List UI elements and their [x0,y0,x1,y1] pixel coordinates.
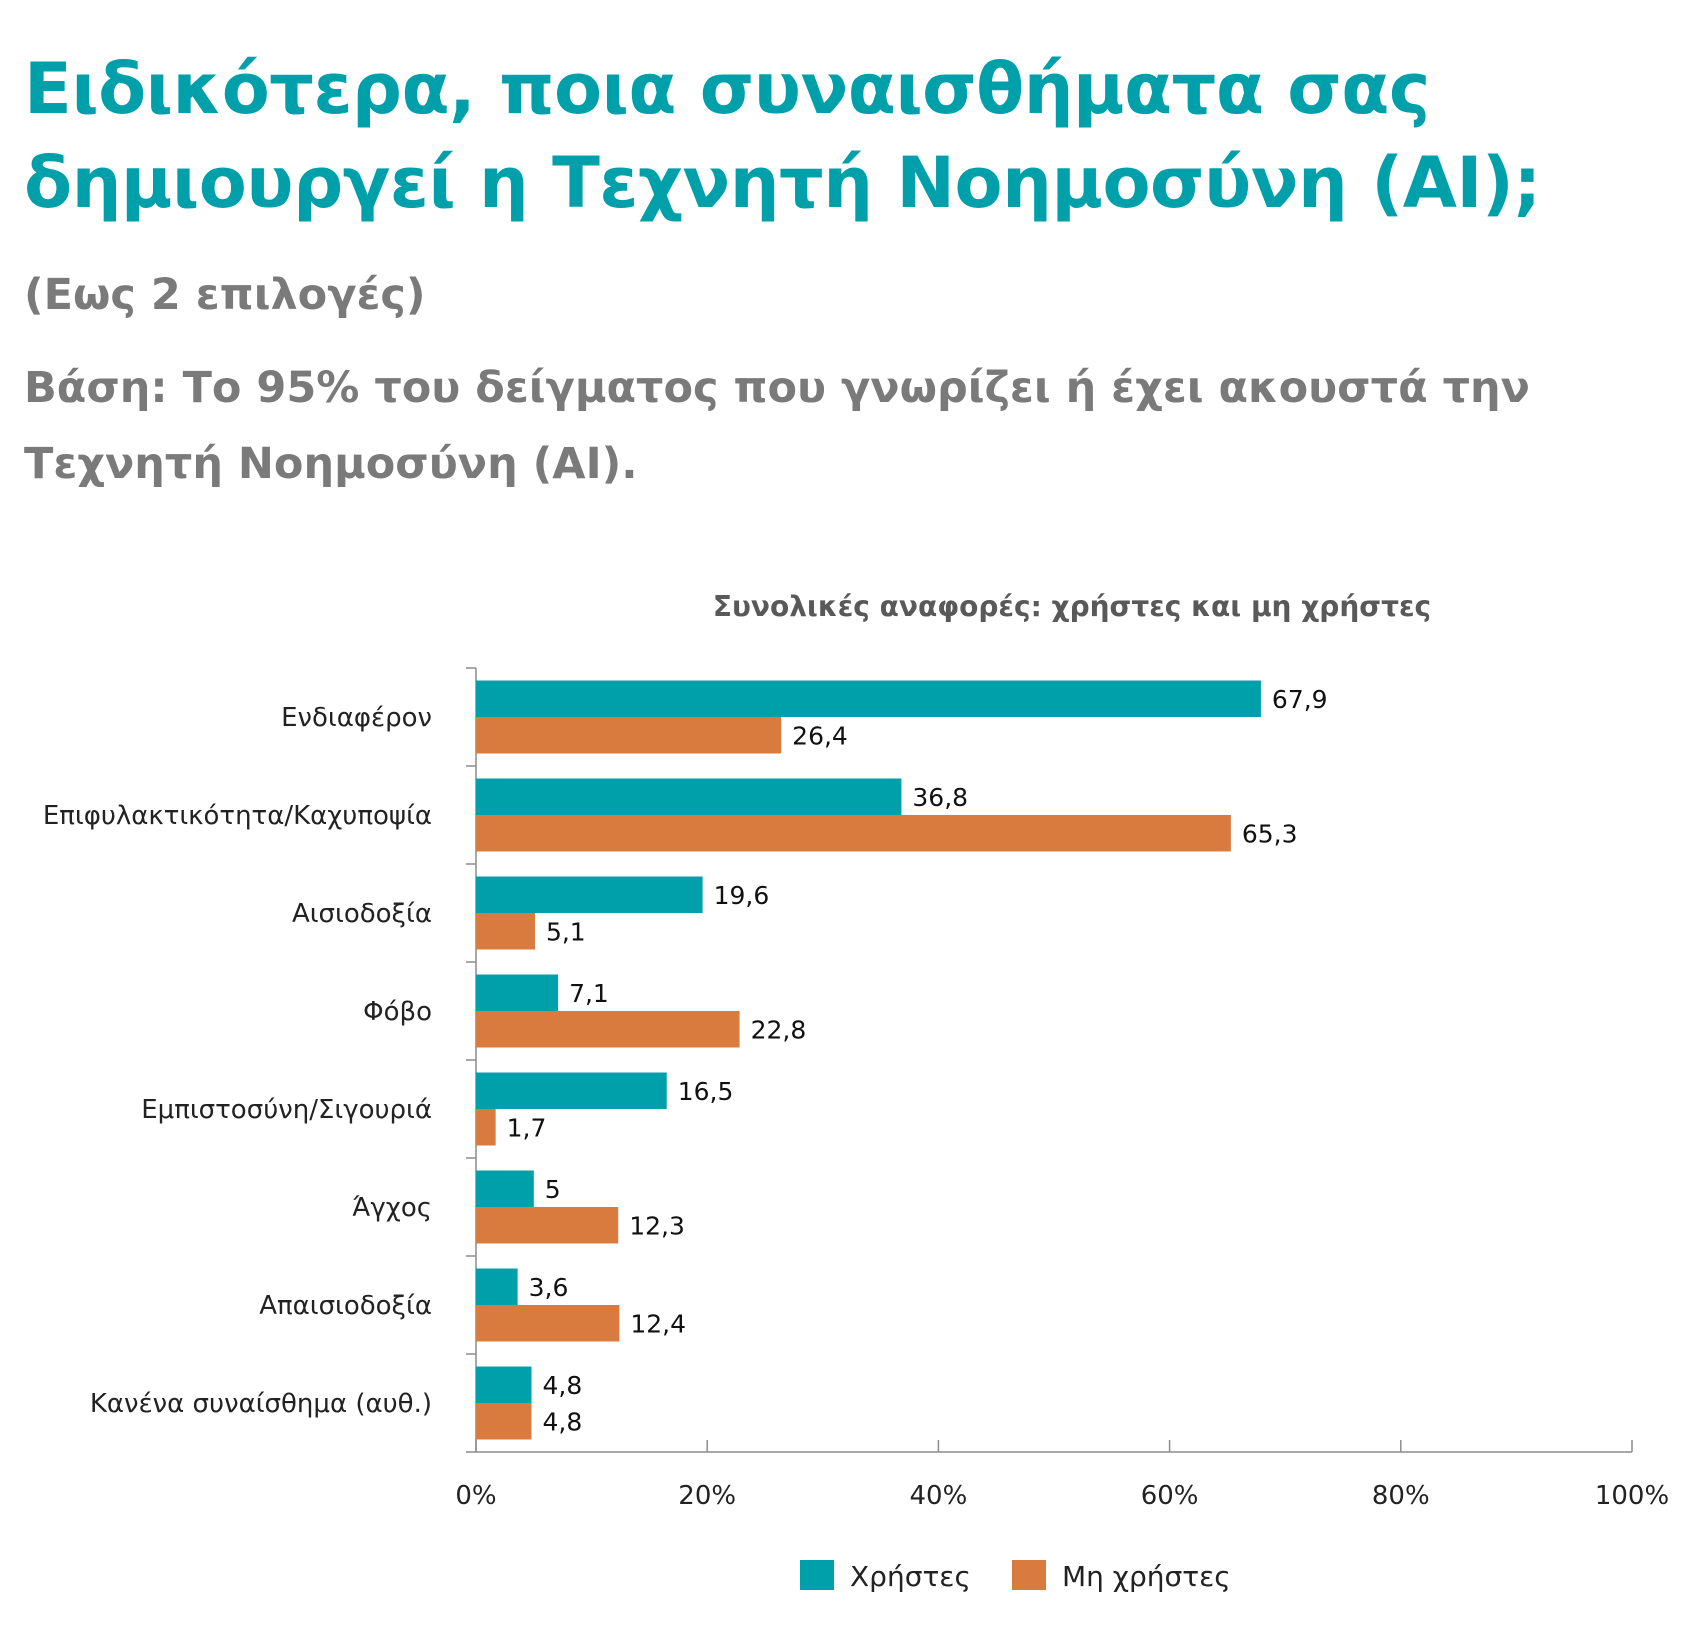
x-tick-label: 40% [910,1481,968,1511]
legend-swatch [800,1560,834,1590]
data-label: 4,8 [542,1371,582,1400]
bar [476,778,902,815]
category-label: Απαισιοδοξία [259,1291,432,1321]
x-tick-label: 0% [455,1481,496,1511]
category-label: Άγχος [352,1193,432,1223]
bar [476,1109,496,1146]
x-tick-label: 100% [1595,1481,1669,1511]
data-label: 67,9 [1272,685,1328,714]
category-label: Αισιοδοξία [292,899,432,929]
data-label: 26,4 [792,721,848,750]
value-labels: 67,9 26,4 36,8 65,3 19,6 5,1 7,1 22,8 16,5 1,7 5 12… [507,685,1328,1437]
bar [476,717,782,754]
page-subtitle: (Εως 2 επιλογές) [24,270,426,320]
chart-title: Συνολικές αναφορές: χρήστες και μη χρήστ… [713,590,1431,623]
bar [476,1403,532,1440]
category-label: Ενδιαφέρον [281,703,432,733]
data-label: 5 [545,1175,561,1204]
data-label: 16,5 [678,1077,734,1106]
chart-bars [476,680,1261,1440]
chart-legend: Χρήστες Μη χρήστες [800,1560,1231,1593]
x-tick-labels: 0% 20% 40% 60% 80% 100% [455,1481,1669,1511]
x-tick-label: 80% [1372,1481,1430,1511]
bar [476,1207,619,1244]
category-label: Φόβο [363,997,432,1027]
data-label: 12,3 [629,1211,685,1240]
bar [476,1072,667,1109]
data-label: 22,8 [751,1015,807,1044]
bar [476,876,703,913]
category-label: Κανένα συναίσθημα (αυθ.) [90,1389,432,1419]
bar [476,1305,620,1342]
bar [476,1268,518,1305]
data-label: 1,7 [507,1113,547,1142]
data-label: 19,6 [714,881,770,910]
bar [476,913,535,950]
bar [476,815,1231,852]
bar [476,680,1261,717]
data-label: 65,3 [1242,819,1298,848]
x-tick-label: 60% [1141,1481,1199,1511]
legend-swatch [1012,1560,1046,1590]
data-label: 7,1 [569,979,609,1008]
base-note: Βάση: Το 95% του δείγματος που γνωρίζει … [24,363,1530,489]
data-label: 36,8 [912,783,968,812]
data-label: 4,8 [542,1407,582,1436]
bar [476,1011,740,1048]
legend-label: Μη χρήστες [1062,1560,1231,1593]
category-label: Επιφυλακτικότητα/Καχυποψία [43,801,432,831]
page-title: Ειδικότερα, ποια συναισθήματα σας δημιου… [24,48,1541,224]
bar [476,1170,534,1207]
x-tick-label: 20% [678,1481,736,1511]
category-labels: Ενδιαφέρον Επιφυλακτικότητα/Καχυποψία Αισι… [43,703,432,1419]
bar [476,974,559,1011]
legend-label: Χρήστες [850,1560,971,1593]
data-label: 12,4 [630,1309,686,1338]
data-label: 5,1 [546,917,586,946]
bar [476,1366,532,1403]
data-label: 3,6 [529,1273,569,1302]
category-label: Εμπιστοσύνη/Σιγουριά [141,1095,432,1125]
